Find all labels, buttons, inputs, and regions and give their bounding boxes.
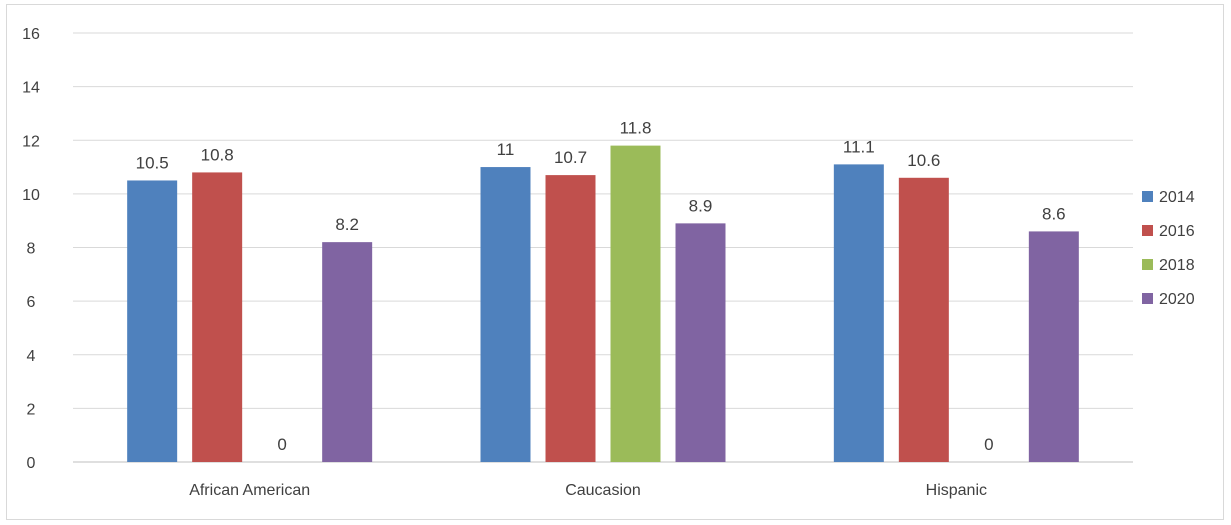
y-axis-ticks: 0 2 4 6 8 10 12 14 16 [22, 26, 40, 472]
data-label: 0 [277, 435, 286, 454]
data-label: 10.7 [554, 148, 587, 167]
data-label: 10.8 [201, 145, 234, 164]
data-label: 10.6 [907, 151, 940, 170]
data-labels: 10.5 10.8 0 8.2 11 10.7 11.8 8.9 11.1 10.6 0 8.6 [136, 119, 1066, 454]
legend-label: 2018 [1159, 257, 1195, 274]
y-tick-label: 6 [27, 294, 36, 311]
legend: 2014 2016 2018 2020 [1142, 189, 1195, 308]
data-label: 0 [984, 435, 993, 454]
y-tick-label: 0 [27, 455, 36, 472]
legend-swatch [1142, 259, 1153, 270]
data-label: 8.9 [689, 196, 713, 215]
legend-label: 2016 [1159, 223, 1195, 240]
bar [480, 167, 531, 462]
data-label: 11 [497, 140, 515, 159]
legend-label: 2020 [1159, 291, 1195, 308]
data-label: 11.8 [620, 119, 652, 138]
data-label: 10.5 [136, 153, 169, 172]
data-label: 8.6 [1042, 204, 1066, 223]
y-tick-label: 12 [22, 133, 40, 150]
bars [127, 145, 1079, 463]
y-tick-label: 8 [27, 241, 36, 258]
bar [192, 172, 243, 463]
bar [545, 175, 596, 462]
y-tick-label: 2 [27, 401, 36, 418]
gridlines [73, 32, 1133, 463]
data-label: 8.2 [335, 215, 359, 234]
legend-swatch [1142, 191, 1153, 202]
bar [675, 223, 726, 462]
bar [322, 242, 373, 462]
legend-swatch [1142, 293, 1153, 304]
x-axis-ticks: African American Caucasion Hispanic [189, 482, 987, 499]
data-label: 11.1 [843, 137, 875, 156]
chart-area: 0 2 4 6 8 10 12 14 16 10.5 10.8 0 8.2 11 10.7 11.8 8.9 1… [6, 4, 1224, 520]
x-tick-label: African American [189, 482, 310, 499]
bar [898, 177, 949, 462]
x-tick-label: Caucasion [565, 482, 641, 499]
bar [1028, 231, 1079, 462]
y-tick-label: 16 [22, 26, 40, 43]
bar [833, 164, 884, 462]
bar [127, 180, 178, 462]
y-tick-label: 10 [22, 187, 40, 204]
legend-swatch [1142, 225, 1153, 236]
bar [610, 145, 661, 463]
y-tick-label: 4 [27, 348, 36, 365]
legend-label: 2014 [1159, 189, 1195, 206]
x-tick-label: Hispanic [926, 482, 987, 499]
y-tick-label: 14 [22, 80, 40, 97]
